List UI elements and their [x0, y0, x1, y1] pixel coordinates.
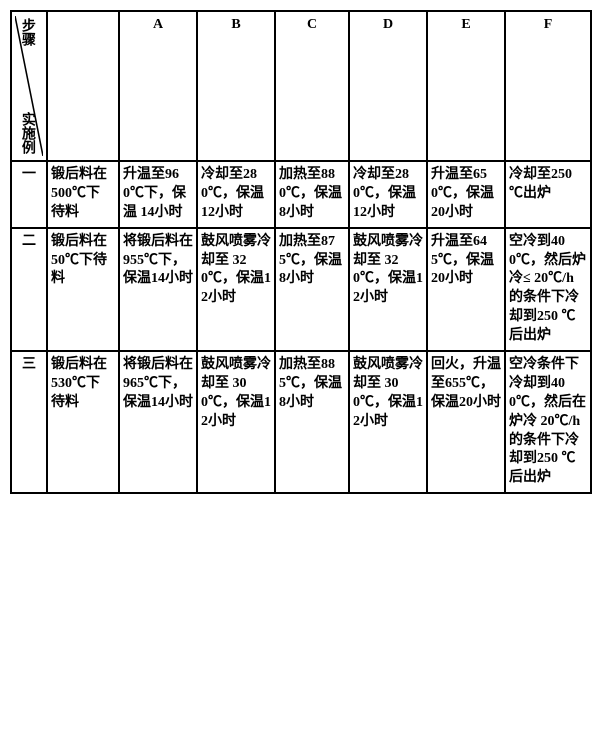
cell-e: 回火，升温至655℃，保温20小时 — [427, 351, 505, 493]
cell-a: 将锻后料在 965℃下，保温14小时 — [119, 351, 197, 493]
cell-d: 冷却至280℃，保温 12小时 — [349, 161, 427, 228]
col-a-header: A — [119, 11, 197, 161]
table-row: 一 锻后料在 500℃下 待料 升温至960℃下，保温 14小时 冷却至280℃… — [11, 161, 591, 228]
col-pre-header — [47, 11, 119, 161]
cell-f: 冷却至250 ℃出炉 — [505, 161, 591, 228]
cell-d: 鼓风喷雾冷却至 320℃，保温12小时 — [349, 228, 427, 351]
cell-e: 升温至650℃，保温 20小时 — [427, 161, 505, 228]
cell-b: 冷却至280℃，保温 12小时 — [197, 161, 275, 228]
cell-pre: 锻后料在 50℃下待料 — [47, 228, 119, 351]
cell-a: 升温至960℃下，保温 14小时 — [119, 161, 197, 228]
cell-b: 鼓风喷雾冷却至 300℃，保温12小时 — [197, 351, 275, 493]
row-label: 二 — [11, 228, 47, 351]
header-row: 步骤 实施例 A B C D E F — [11, 11, 591, 161]
cell-pre: 锻后料在 500℃下 待料 — [47, 161, 119, 228]
cell-b: 鼓风喷雾冷却至 320℃，保温12小时 — [197, 228, 275, 351]
cell-a: 将锻后料在 955℃下，保温14小时 — [119, 228, 197, 351]
diag-header-cell: 步骤 实施例 — [11, 11, 47, 161]
diag-top-label: 步骤 — [17, 18, 36, 46]
cell-pre: 锻后料在 530℃下 待料 — [47, 351, 119, 493]
col-f-header: F — [505, 11, 591, 161]
col-b-header: B — [197, 11, 275, 161]
table-row: 二 锻后料在 50℃下待料 将锻后料在 955℃下，保温14小时 鼓风喷雾冷却至… — [11, 228, 591, 351]
cell-c: 加热至880℃，保温 8小时 — [275, 161, 349, 228]
diag-bot-label: 实施例 — [17, 112, 36, 154]
col-c-header: C — [275, 11, 349, 161]
cell-e: 升温至645℃，保温 20小时 — [427, 228, 505, 351]
cell-d: 鼓风喷雾冷却至 300℃，保温12小时 — [349, 351, 427, 493]
cell-f: 空冷条件下冷却到400℃，然后在炉冷 20℃/h 的条件下冷却到250 ℃后出炉 — [505, 351, 591, 493]
table-row: 三 锻后料在 530℃下 待料 将锻后料在 965℃下，保温14小时 鼓风喷雾冷… — [11, 351, 591, 493]
cell-c: 加热至875℃，保温 8小时 — [275, 228, 349, 351]
cell-c: 加热至885℃，保温 8小时 — [275, 351, 349, 493]
row-label: 一 — [11, 161, 47, 228]
col-e-header: E — [427, 11, 505, 161]
col-d-header: D — [349, 11, 427, 161]
cell-f: 空冷到400℃，然后炉冷≤ 20℃/h 的条件下冷却到250 ℃后出炉 — [505, 228, 591, 351]
process-table: 步骤 实施例 A B C D E F 一 锻后料在 500℃下 待料 升温至96… — [10, 10, 592, 494]
row-label: 三 — [11, 351, 47, 493]
